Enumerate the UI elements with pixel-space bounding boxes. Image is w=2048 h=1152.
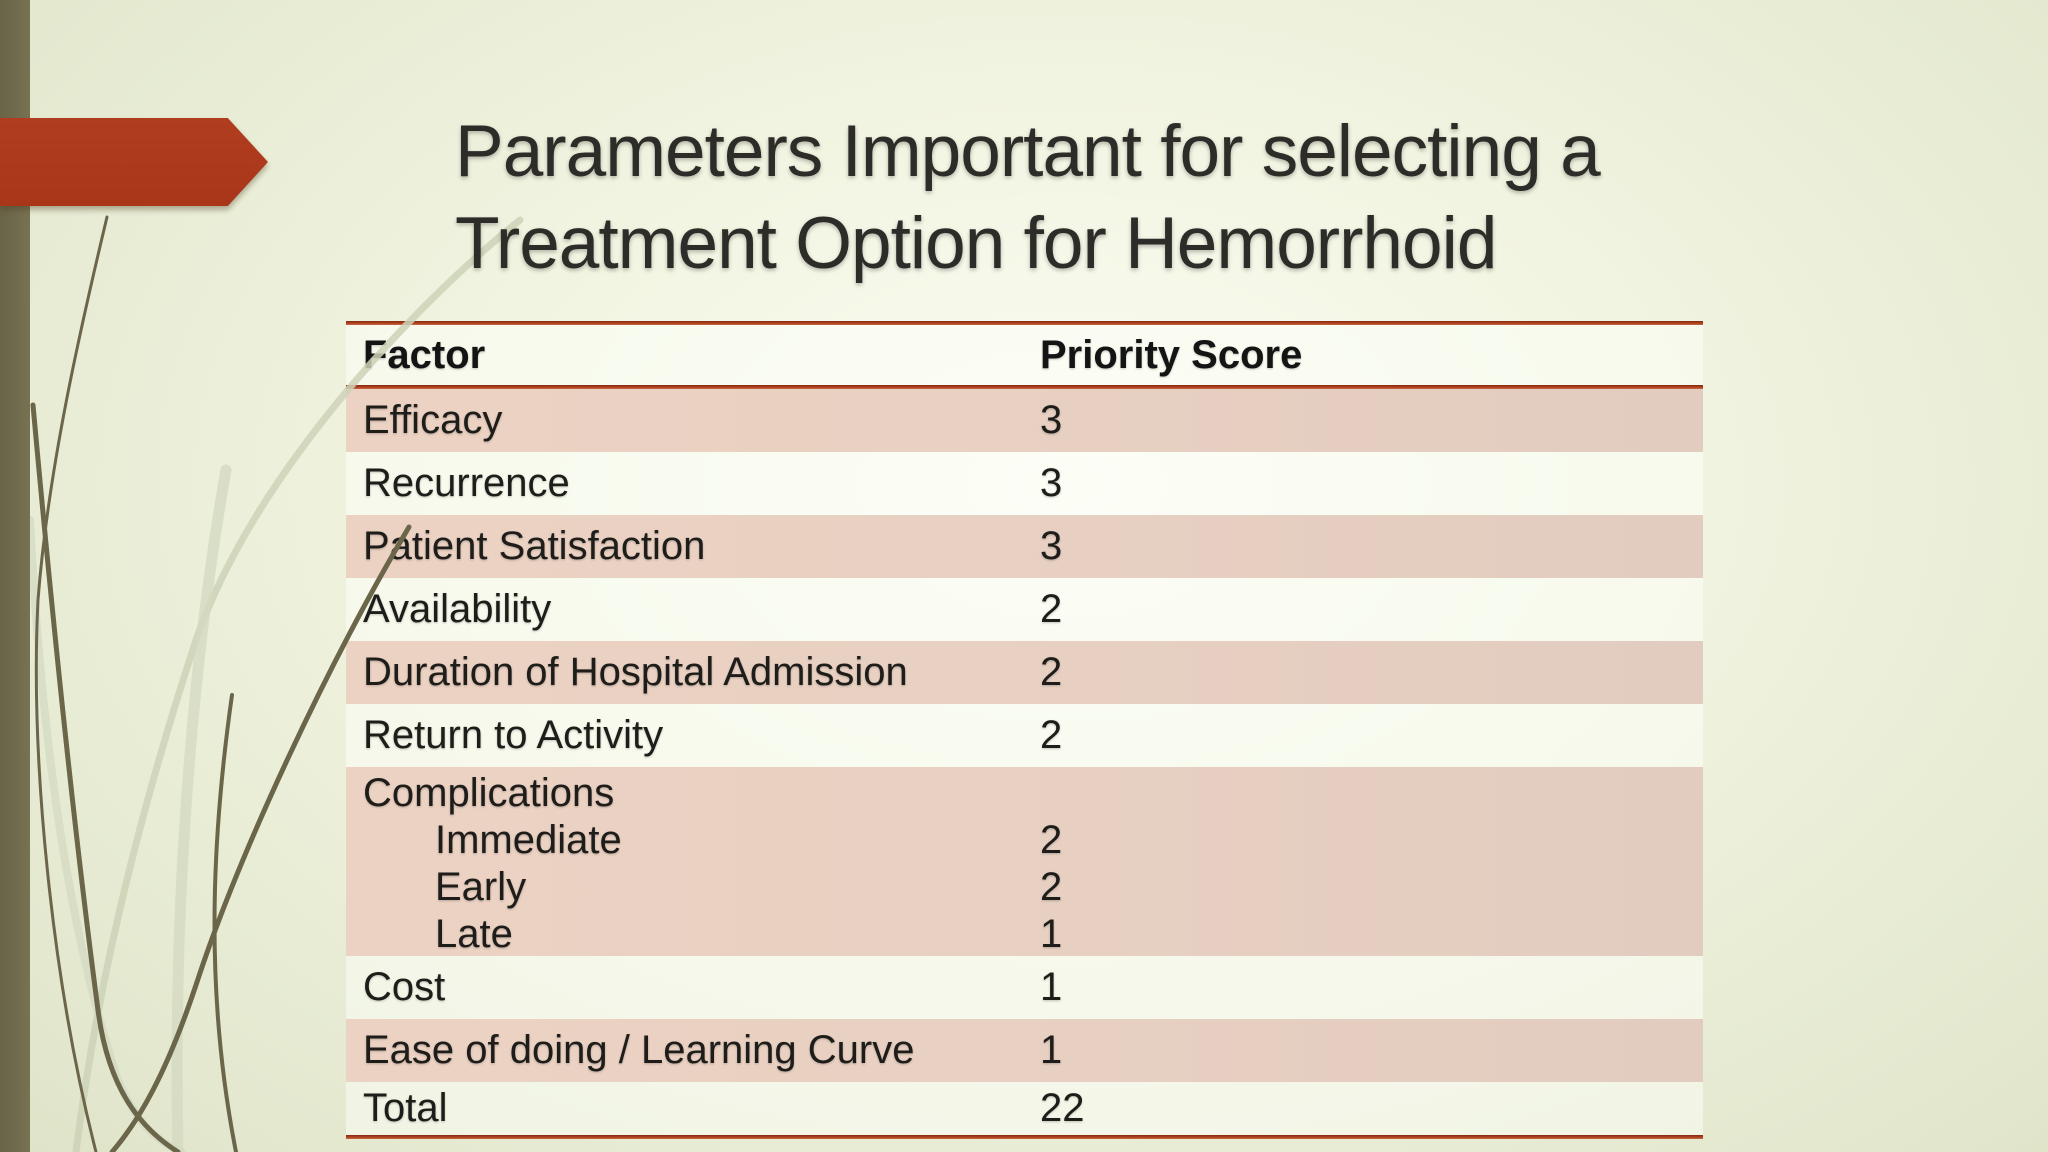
sub-factor-cell: Early [435,865,527,909]
factor-cell: Recurrence [363,461,570,505]
slide-title-line1: Parameters Important for selecting a [455,111,1601,192]
slide-title-line2: Treatment Option for Hemorrhoid [455,203,1497,284]
slide-title: Parameters Important for selecting a Trea… [455,106,1601,290]
table-row: Return to Activity 2 [346,704,1703,767]
factor-cell: Total [363,1086,448,1130]
factor-cell: Cost [363,965,446,1009]
factor-cell: Efficacy [363,398,503,442]
group-title-line: Complications [346,770,1703,817]
factor-cell: Availability [363,587,552,631]
factor-cell: Duration of Hospital Admission [363,650,908,694]
factor-cell: Patient Satisfaction [363,524,706,568]
score-cell: 3 [1040,461,1063,505]
score-cell: 2 [1040,650,1063,694]
table-row: Efficacy 3 [346,389,1703,452]
score-cell: 1 [1040,1028,1063,1072]
header-priority-score: Priority Score [1040,332,1303,377]
table-row: Cost 1 [346,956,1703,1019]
table-header-row: Factor Priority Score [346,325,1703,385]
table-row: Recurrence 3 [346,452,1703,515]
table-row: Availability 2 [346,578,1703,641]
group-sub-line: Early 2 [346,864,1703,911]
table-row: Duration of Hospital Admission 2 [346,641,1703,704]
group-sub-line: Late 1 [346,911,1703,958]
table-row-complications-group: Complications Immediate 2 Early 2 Late 1 [346,767,1703,956]
table-row: Patient Satisfaction 3 [346,515,1703,578]
score-cell: 2 [1040,818,1063,862]
arrow-shape [0,118,268,206]
score-cell: 2 [1040,713,1063,757]
score-cell: 1 [1040,912,1063,956]
score-cell: 2 [1040,587,1063,631]
factor-cell: Return to Activity [363,713,664,757]
score-cell: 22 [1040,1086,1085,1130]
table-top-rule [346,321,1703,325]
score-cell: 3 [1040,398,1063,442]
priority-table: Factor Priority Score Efficacy 3 Recurre… [346,321,1703,1139]
title-arrow-accent [0,118,268,206]
table-bottom-rule [346,1135,1703,1139]
score-cell: 1 [1040,965,1063,1009]
table-row-total: Total 22 [346,1082,1703,1135]
sub-factor-cell: Late [435,912,513,956]
group-sub-line: Immediate 2 [346,817,1703,864]
sub-factor-cell: Immediate [435,818,622,862]
header-factor: Factor [363,332,486,377]
score-cell: 2 [1040,865,1063,909]
score-cell: 3 [1040,524,1063,568]
table-row: Ease of doing / Learning Curve 1 [346,1019,1703,1082]
factor-cell: Complications [363,771,615,815]
factor-cell: Ease of doing / Learning Curve [363,1028,915,1072]
header-bottom-rule [346,385,1703,389]
